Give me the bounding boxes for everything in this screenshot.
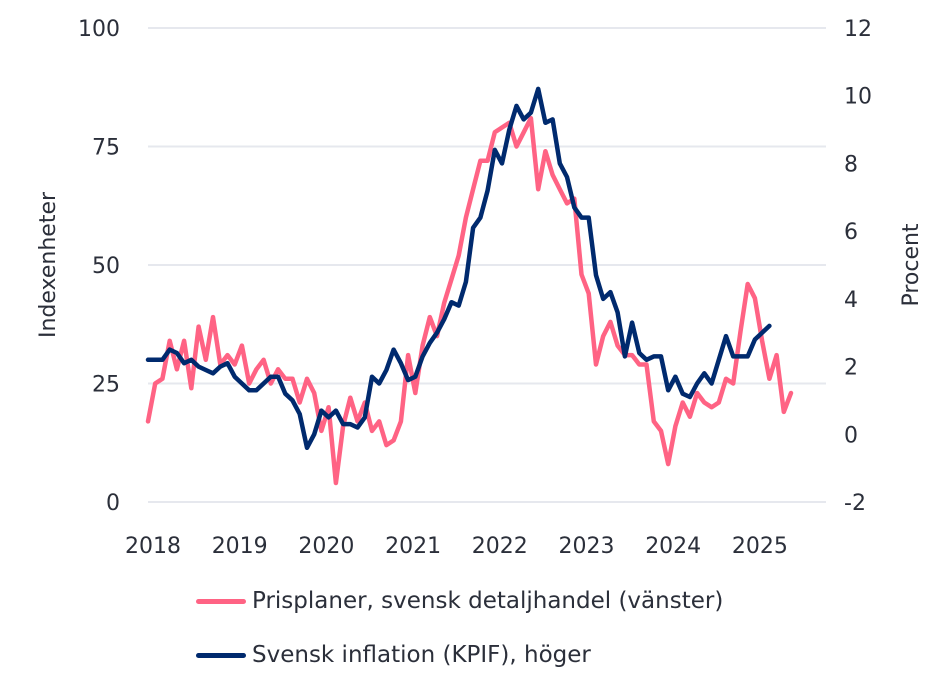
right-axis-ticks: -2 0 2 4 6 8 10 12 xyxy=(844,17,872,516)
gridlines xyxy=(148,27,826,503)
right-tick-label: 4 xyxy=(844,288,858,313)
left-tick-label: 25 xyxy=(92,373,120,398)
x-tick-label: 2023 xyxy=(559,534,615,559)
left-tick-label: 0 xyxy=(106,491,120,516)
left-tick-label: 100 xyxy=(78,17,120,42)
legend-swatch-kpif xyxy=(196,652,246,658)
legend-label-prisplaner: Prisplaner, svensk detaljhandel (vänster… xyxy=(252,588,724,614)
x-tick-label: 2020 xyxy=(298,534,354,559)
left-axis-title: Indexenheter xyxy=(36,191,61,338)
series-line-kpif xyxy=(145,86,772,451)
legend-swatch-prisplaner xyxy=(196,598,246,604)
right-tick-label: 6 xyxy=(844,220,858,245)
x-tick-label: 2024 xyxy=(645,534,701,559)
right-tick-label: -2 xyxy=(844,491,866,516)
right-tick-label: 2 xyxy=(844,356,858,381)
x-tick-label: 2025 xyxy=(732,534,788,559)
right-axis-title: Procent xyxy=(899,223,924,306)
x-axis-ticks: 2018 2019 2020 2021 2022 2023 2024 2025 xyxy=(125,534,788,559)
right-tick-label: 12 xyxy=(844,17,872,42)
series-line-prisplaner xyxy=(145,115,794,486)
right-tick-label: 0 xyxy=(844,423,858,448)
left-tick-label: 75 xyxy=(92,136,120,161)
legend-item-kpif: Svensk inflation (KPIF), höger xyxy=(196,642,591,668)
legend-label-kpif: Svensk inflation (KPIF), höger xyxy=(252,642,591,668)
left-axis-ticks: 0 25 50 75 100 xyxy=(78,17,120,516)
right-tick-label: 10 xyxy=(844,85,872,110)
x-tick-label: 2022 xyxy=(472,534,528,559)
right-tick-label: 8 xyxy=(844,152,858,177)
x-tick-label: 2018 xyxy=(125,534,181,559)
x-tick-label: 2019 xyxy=(212,534,268,559)
legend-item-prisplaner: Prisplaner, svensk detaljhandel (vänster… xyxy=(196,588,723,614)
left-tick-label: 50 xyxy=(92,254,120,279)
x-tick-label: 2021 xyxy=(385,534,441,559)
series-lines xyxy=(145,86,794,486)
